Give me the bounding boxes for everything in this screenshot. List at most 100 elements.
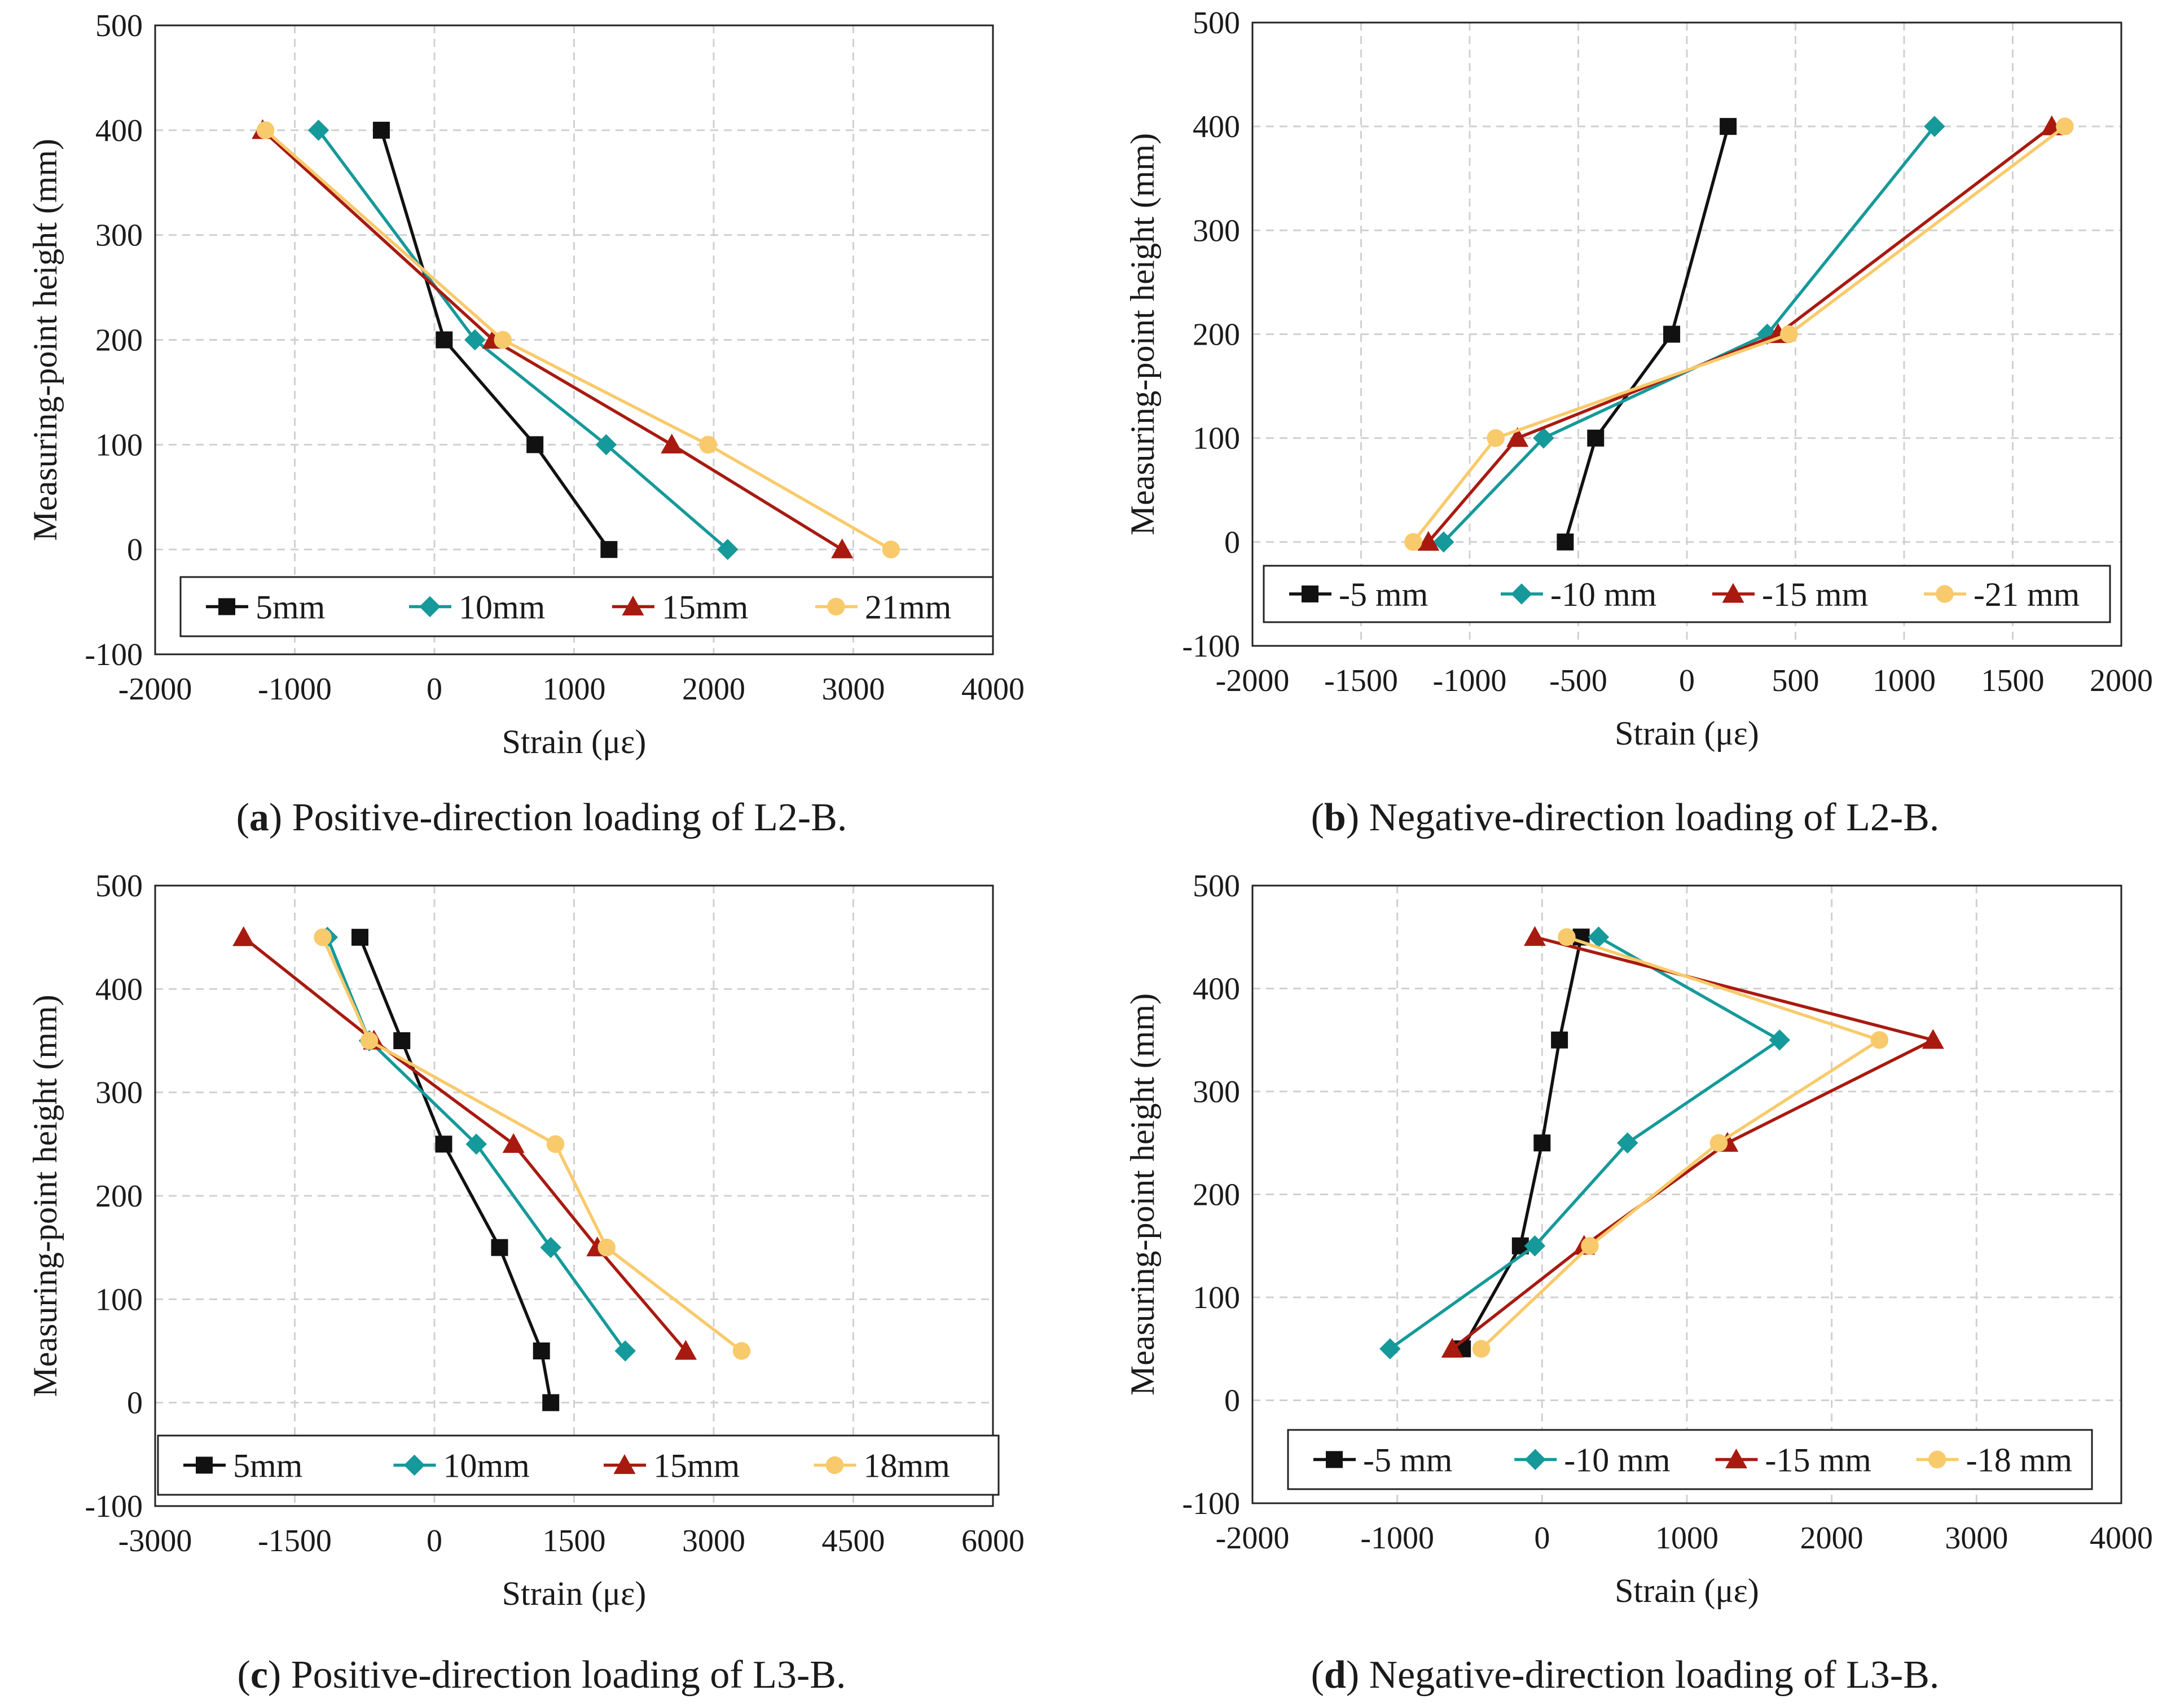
chart-a-legend-marker (419, 596, 441, 618)
chart-c-legend-box (157, 1434, 1000, 1496)
chart-b-xtick-label: 0 (1679, 663, 1695, 698)
chart-a-xtick-label: 3000 (822, 672, 885, 707)
chart-d-xtick-label: 0 (1534, 1521, 1550, 1556)
chart-a-legend-label: 10mm (459, 589, 545, 626)
chart-d-xtick-label: 3000 (1945, 1521, 2008, 1556)
chart-a-xtick-label: 4000 (961, 672, 1025, 707)
chart-c-point (351, 928, 368, 946)
chart-a-point (661, 433, 683, 454)
chart-c-ytick-label: 200 (95, 1179, 143, 1214)
chart-a-point (595, 434, 617, 456)
chart-d-xtick-label: -1000 (1360, 1521, 1434, 1556)
chart-c-point (465, 1133, 487, 1155)
chart-c-ytick-label: 400 (95, 972, 143, 1007)
chart-a-plot-frame (154, 24, 994, 655)
chart-a-series-line (380, 130, 610, 551)
chart-c-series-line (358, 936, 552, 1403)
chart-a-point (372, 121, 390, 139)
chart-a-grid (155, 25, 993, 654)
chart-c-point (314, 928, 332, 947)
chart-a-point (256, 121, 275, 139)
chart-a-xtick-label: -1000 (258, 672, 332, 707)
chart-d-series-line (1461, 936, 1583, 1350)
chart-c-legend-label: 10mm (443, 1447, 530, 1485)
chart-c-grid (155, 886, 993, 1506)
chart-c-xtick-label: 6000 (961, 1524, 1025, 1559)
chart-b-point (1924, 116, 1945, 137)
chart-c-point (533, 1342, 550, 1359)
chart-b-point (1404, 533, 1422, 551)
chart-b-xtick-label: -1000 (1433, 663, 1507, 698)
chart-b-ytick-label: 0 (1224, 525, 1240, 560)
caption-c-text: Positive-direction loading of L3-B. (291, 1653, 846, 1697)
chart-c-series-0 (351, 928, 560, 1411)
chart-b-legend-marker (1722, 583, 1744, 603)
chart-c-point (540, 1236, 561, 1258)
chart-d-legend-marker (1928, 1450, 1946, 1469)
chart-b-point (1417, 531, 1440, 551)
chart-b-legend: -5 mm -10 mm -15 mm -21 mm (1263, 565, 2111, 623)
chart-b-point (1587, 429, 1605, 447)
chart-b-point (1487, 429, 1505, 447)
chart-b-point (1663, 325, 1681, 343)
chart-a-legend-label: 21mm (865, 589, 951, 626)
chart-a-series-2 (252, 119, 854, 558)
chart-d-point (1551, 1031, 1568, 1049)
chart-c-xtick-label: 3000 (682, 1524, 745, 1559)
chart-a-point (494, 331, 512, 349)
chart-c-series-2 (232, 926, 697, 1360)
chart-c-ytick-label: 500 (95, 869, 143, 904)
chart-a-xtick-label: 1000 (543, 672, 606, 707)
chart-c-legend-marker (613, 1454, 636, 1474)
chart-c-xtick-label: 1500 (543, 1524, 606, 1559)
chart-d-xtick-label: 1000 (1655, 1521, 1718, 1556)
chart-c-ytick-label: 300 (95, 1076, 143, 1111)
caption-d-text: Negative-direction loading of L3-B. (1369, 1653, 1940, 1697)
chart-d-point (1441, 1337, 1463, 1358)
chart-a-xtick-label: -2000 (118, 672, 192, 707)
chart-c-legend-marker (196, 1456, 213, 1474)
chart-b-legend-box (1263, 565, 2111, 623)
chart-d-point (1524, 1235, 1546, 1257)
chart-c-point (546, 1135, 565, 1154)
chart-a-ytick-label: 300 (95, 218, 143, 253)
chart-a-svg: -2000 -1000 0 1000 2000 3000 4000-100010020030… (27, 8, 1025, 760)
chart-c-point (491, 1239, 508, 1256)
chart-d-series-1 (1379, 926, 1791, 1359)
chart-a-series-0 (372, 121, 618, 558)
chart-b-ticks: -2000 -1500 -1000 -500 0 500 1000 1500 2000-1000… (1182, 6, 2153, 698)
chart-c-series-line (243, 936, 687, 1352)
chart-c-ytick-label: 100 (95, 1282, 143, 1317)
chart-a-ytick-label: 400 (95, 113, 143, 148)
chart-a-series-line (264, 129, 892, 551)
chart-d-xtick-label: -2000 (1216, 1521, 1290, 1556)
chart-b-xtick-label: 500 (1772, 663, 1819, 698)
chart-c-point (732, 1342, 751, 1360)
chart-c-point (393, 1032, 411, 1049)
chart-d-ylabel: Measuring-point height (mm) (1124, 993, 1161, 1396)
chart-b-legend-label: -21 mm (1973, 576, 2080, 613)
chart-d-ytick-label: 100 (1193, 1280, 1240, 1315)
chart-a-legend-marker (827, 597, 845, 616)
chart-a-series-1 (307, 120, 739, 560)
chart-d-series-line (1451, 935, 1938, 1350)
chart-b-series-2 (1417, 115, 2063, 551)
chart-d-legend-marker (1725, 1449, 1747, 1469)
chart-d-point (1617, 1132, 1638, 1154)
chart-b-point (1506, 427, 1529, 447)
chart-d-ytick-label: 300 (1193, 1075, 1240, 1110)
caption-d: (d) Negative-direction loading of L3-B. (1311, 1653, 1940, 1697)
chart-c-ytick-label: -100 (85, 1489, 143, 1524)
chart-c-point (675, 1340, 697, 1360)
chart-d-point (1524, 926, 1546, 946)
chart-a-xtick-label: 2000 (682, 672, 745, 707)
chart-a-ytick-label: 200 (95, 323, 143, 358)
chart-d-point (1581, 1237, 1599, 1255)
chart-a-point (600, 541, 618, 558)
chart-b-xtick-label: 2000 (2090, 663, 2153, 698)
chart-c-xtick-label: 0 (427, 1524, 442, 1559)
chart-d-point (1472, 1340, 1491, 1358)
chart-c-point (597, 1238, 616, 1257)
chart-c-point (614, 1340, 636, 1362)
chart-d-point (1922, 1029, 1944, 1049)
